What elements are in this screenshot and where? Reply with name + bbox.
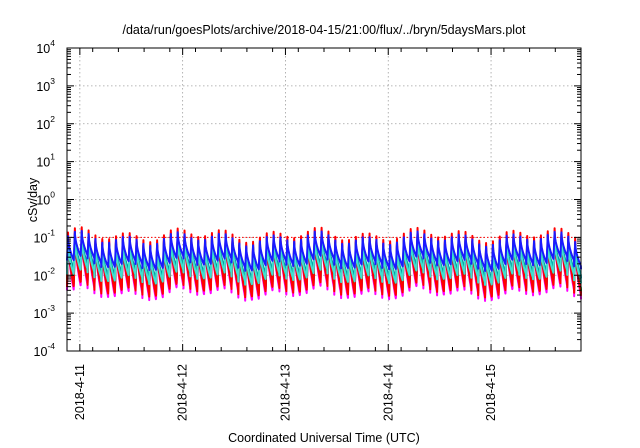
y-tick-base: 10	[36, 118, 50, 132]
y-tick-base: 10	[34, 269, 48, 283]
x-tick-label: 2018-4-11	[73, 364, 87, 420]
y-tick-label: 10-2	[34, 265, 56, 283]
y-tick-exponent: 3	[50, 76, 55, 86]
y-tick-base: 10	[36, 194, 50, 208]
y-tick-exponent: -1	[47, 227, 55, 237]
y-tick-label: 101	[36, 152, 55, 170]
y-tick-base: 10	[34, 345, 48, 359]
series-line	[66, 229, 582, 272]
y-tick-label: 104	[36, 38, 55, 56]
x-axis-label: Coordinated Universal Time (UTC)	[228, 431, 420, 445]
chart-title: /data/run/goesPlots/archive/2018-04-15/2…	[122, 23, 526, 37]
series-line	[66, 237, 582, 286]
y-tick-label: 10-1	[34, 227, 56, 245]
x-tick-label: 2018-4-12	[176, 364, 190, 421]
y-tick-base: 10	[36, 42, 50, 56]
x-axis: 2018-4-11 2018-4-12 2018-4-13 2018-4-14 2018…	[66, 48, 582, 421]
y-tick-exponent: 0	[50, 190, 55, 200]
y-axis-label: cSv/day	[26, 177, 40, 222]
y-tick-label: 103	[36, 76, 55, 94]
y-tick-label: 100	[36, 190, 55, 208]
x-tick-label: 2018-4-13	[278, 364, 292, 421]
y-tick-base: 10	[36, 80, 50, 94]
y-tick-exponent: -4	[47, 341, 55, 351]
y-tick-base: 10	[36, 156, 50, 170]
y-tick-exponent: 1	[50, 152, 55, 162]
x-tick-label: 2018-4-14	[381, 364, 395, 421]
y-tick-label: 102	[36, 114, 55, 132]
y-tick-exponent: 4	[50, 38, 55, 48]
y-tick-exponent: 2	[50, 114, 55, 124]
x-tick-label: 2018-4-15	[484, 364, 498, 421]
y-tick-label: 10-3	[34, 303, 56, 321]
y-tick-base: 10	[34, 231, 48, 245]
series-lines	[66, 226, 582, 302]
grid	[67, 48, 581, 351]
y-tick-base: 10	[34, 307, 48, 321]
y-tick-label: 10-4	[34, 341, 56, 359]
y-tick-exponent: -2	[47, 265, 55, 275]
y-tick-exponent: -3	[47, 303, 55, 313]
